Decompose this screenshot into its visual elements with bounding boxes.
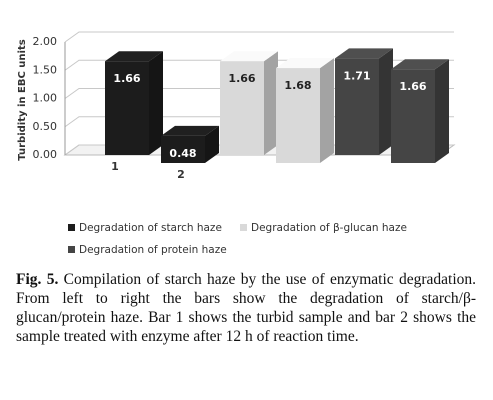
data-label: 1.68 [284,79,311,92]
legend-swatch [68,246,75,253]
chart: Turbidity in EBC units 0.00 0.50 1.00 1.50 2… [17,31,456,256]
bar-side [149,51,163,155]
data-label: 1.66 [399,80,426,93]
y-tick-label: 1.50 [33,63,58,76]
bar-top [220,51,278,62]
legend-swatch [68,224,75,231]
data-label: 1.66 [228,72,255,85]
caption-text: Compilation of starch haze by the use of… [16,271,477,345]
bar-top [105,51,163,62]
y-tick-label: 0.00 [33,148,58,161]
bar [105,61,149,155]
legend-swatch [240,224,247,231]
bar-side [435,59,449,163]
legend-label: Degradation of starch haze [79,222,222,234]
data-label: 1.71 [343,69,370,82]
bar-side [205,125,219,163]
bar-side [379,48,393,156]
bar [220,61,264,155]
legend-label: Degradation of protein haze [79,244,227,256]
grid-line [64,31,454,43]
caption-label: Fig. 5. [16,271,59,288]
bar-side [264,51,278,155]
y-tick-label: 1.00 [33,92,58,105]
bar-top [391,59,449,70]
y-tick-label: 2.00 [33,35,58,48]
bar [335,58,379,156]
bar [161,135,205,163]
bar-top [161,125,219,136]
y-tick-label: 0.50 [33,120,58,133]
bar-side [320,58,334,163]
bar-top [335,48,393,59]
y-axis-title: Turbidity in EBC units [17,39,28,160]
legend-label: Degradation of β-glucan haze [251,222,407,234]
caption: Fig. 5. Compilation of starch haze by th… [16,270,476,346]
x-tick-label: 1 [111,160,119,173]
bar [276,68,320,163]
data-label: 1.66 [113,72,140,85]
bar [391,69,435,163]
bar-top [276,58,334,69]
data-label: 0.48 [169,147,196,160]
x-tick-label: 2 [177,168,185,181]
